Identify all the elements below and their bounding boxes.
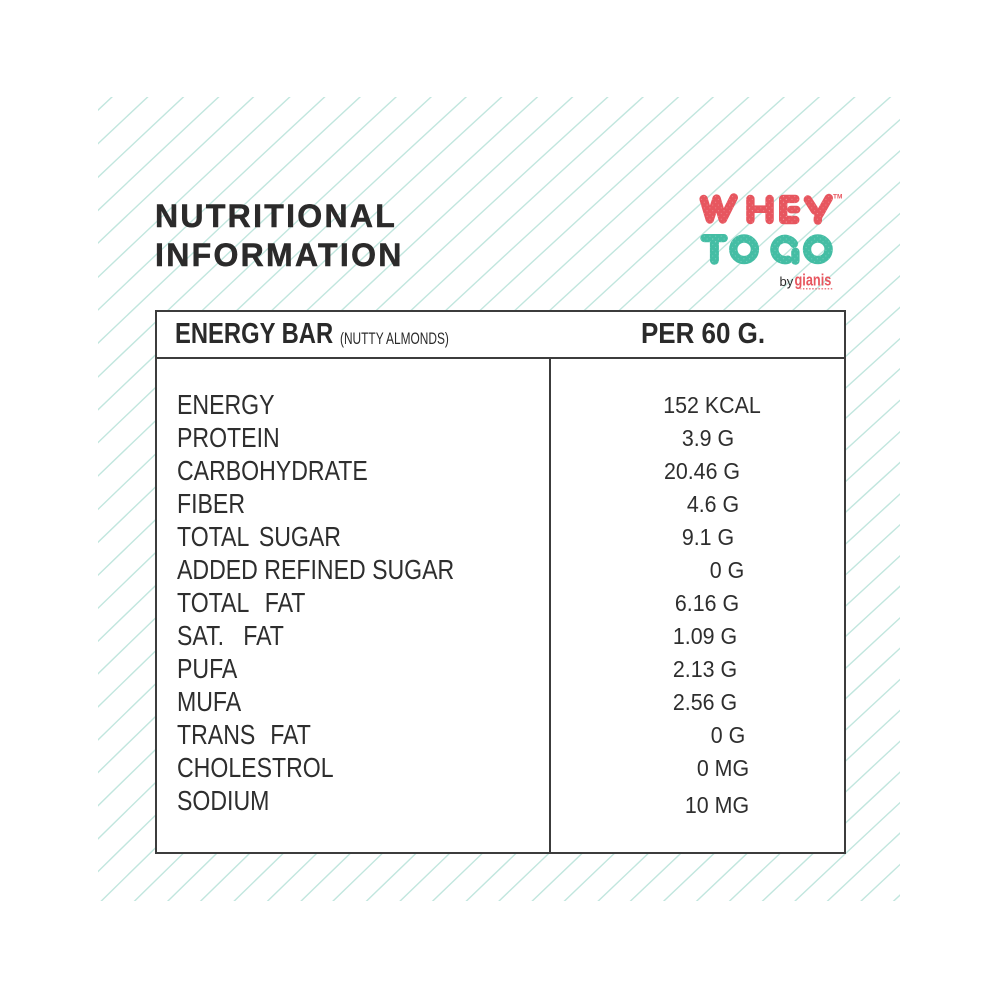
svg-text:gianis: gianis <box>795 271 832 290</box>
svg-text:TM: TM <box>833 194 842 201</box>
svg-text:by: by <box>780 274 794 289</box>
